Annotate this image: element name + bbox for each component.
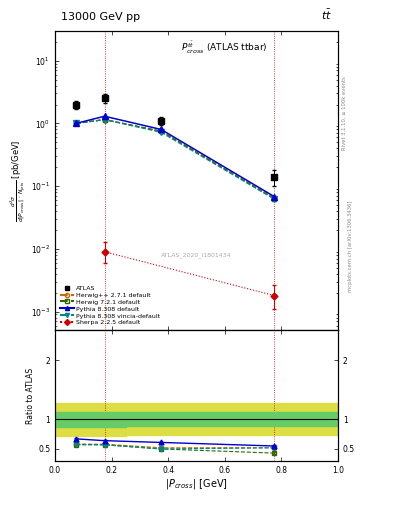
- X-axis label: $|P_{cross}|$ [GeV]: $|P_{cross}|$ [GeV]: [165, 477, 228, 492]
- Text: $t\bar{t}$: $t\bar{t}$: [321, 8, 332, 22]
- Text: $P^{t\bar{t}}_{cross}$ (ATLAS ttbar): $P^{t\bar{t}}_{cross}$ (ATLAS ttbar): [182, 40, 268, 56]
- Legend: ATLAS, Herwig++ 2.7.1 default, Herwig 7.2.1 default, Pythia 8.308 default, Pythi: ATLAS, Herwig++ 2.7.1 default, Herwig 7.…: [58, 284, 162, 327]
- Y-axis label: $\frac{d^2\!\sigma}{d|P_{cross}|\,\cdot\,N_{jets}}$ [pb/GeV]: $\frac{d^2\!\sigma}{d|P_{cross}|\,\cdot\…: [9, 139, 28, 222]
- Text: ATLAS_2020_I1801434: ATLAS_2020_I1801434: [161, 253, 232, 259]
- Text: Rivet 3.1.10, ≥ 100k events: Rivet 3.1.10, ≥ 100k events: [342, 76, 346, 150]
- Y-axis label: Ratio to ATLAS: Ratio to ATLAS: [26, 368, 35, 424]
- Text: 13000 GeV pp: 13000 GeV pp: [61, 12, 140, 22]
- Text: mcplots.cern.ch [arXiv:1306.3436]: mcplots.cern.ch [arXiv:1306.3436]: [349, 200, 353, 291]
